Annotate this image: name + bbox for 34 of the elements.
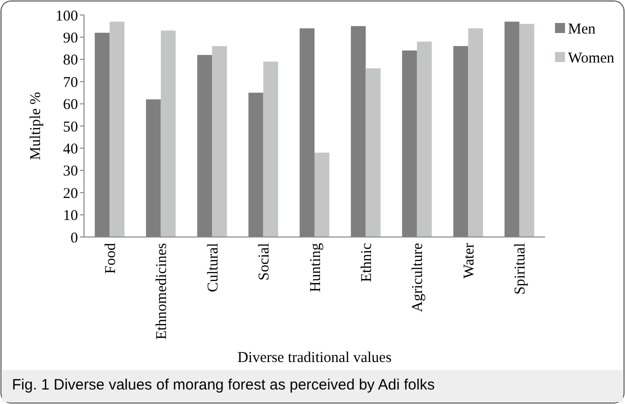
y-tick-label: 0 [70,230,78,246]
bar [110,22,124,237]
x-axis-title: Diverse traditional values [237,350,392,366]
x-tick-label: Ethnic [358,242,375,282]
y-tick-label: 40 [63,141,78,158]
bar [416,42,432,237]
bar [263,62,278,237]
bar [212,46,227,237]
y-tick-label: 100 [56,8,78,24]
legend-label: Women [568,50,615,66]
y-axis-title: Multiple % [28,92,44,160]
x-tick-label: Ethnomedicines [154,242,170,340]
y-tick-label: 30 [63,164,78,180]
x-tick-label: Cultural [205,243,222,292]
y-tick-label: 20 [63,186,78,202]
bar [314,152,330,237]
y-tick-label: 80 [63,52,78,69]
y-tick-label: 70 [63,74,78,91]
legend-label: Men [568,21,596,38]
bar [160,30,176,237]
y-tick-label: 60 [63,97,78,114]
bar [366,68,381,237]
x-tick-label: Social [256,243,273,280]
y-tick-label: 50 [63,119,78,136]
x-tick-label: Water [461,243,478,278]
bar [468,28,484,237]
y-tick-label: 10 [63,208,78,224]
x-tick-label: Spiritual [512,243,529,295]
x-tick-label: Food [102,242,119,274]
x-tick-label: Agriculture [410,242,426,312]
x-tick-label: Hunting [308,242,324,292]
y-tick-label: 90 [63,30,78,46]
caption: Fig. 1 Diverse values of morang forest as perceived by Adi folks [12,376,435,394]
bar [519,24,534,237]
